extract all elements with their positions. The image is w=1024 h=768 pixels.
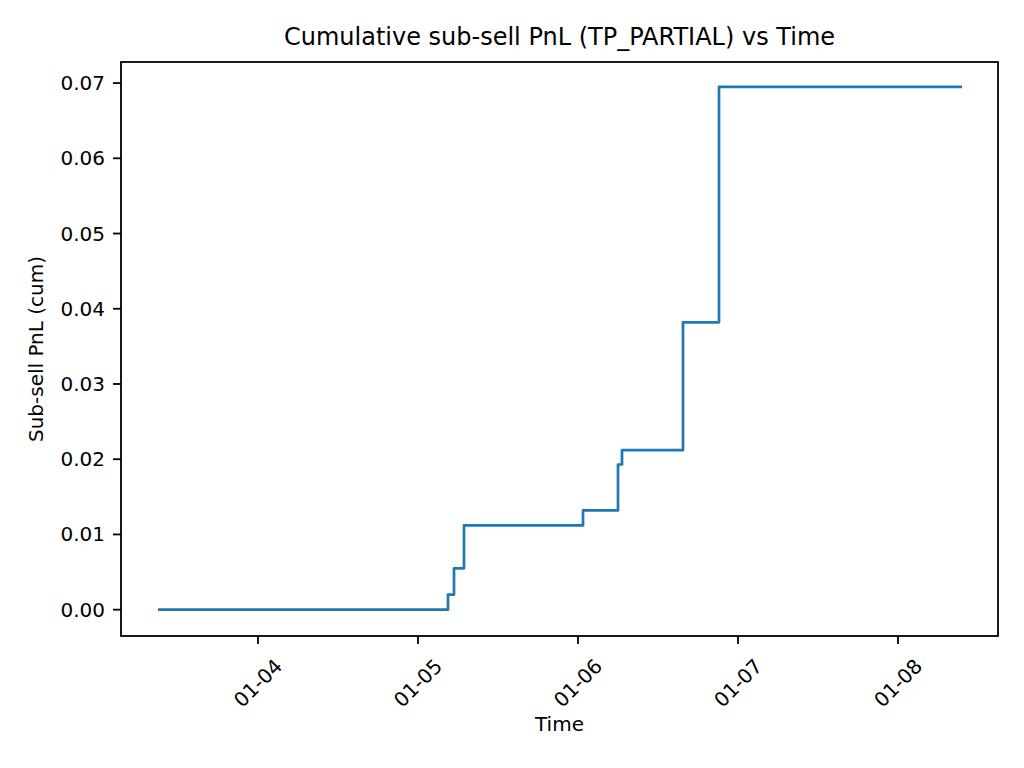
y-tick-label: 0.05	[60, 222, 105, 246]
x-tick-label: 01-06	[549, 654, 607, 712]
plot-area: 01-04 01-05 01-06 01-07 01-08 0.00 0.01 0.02 0.0…	[0, 0, 1024, 768]
y-tick-label: 0.00	[60, 598, 105, 622]
y-tick-label: 0.03	[60, 372, 105, 396]
figure: Cumulative sub-sell PnL (TP_PARTIAL) vs …	[0, 0, 1024, 768]
x-tick-label: 01-07	[709, 654, 767, 712]
axes-frame	[121, 62, 998, 636]
y-tick-label: 0.04	[60, 297, 105, 321]
x-tick-label: 01-05	[389, 654, 447, 712]
x-axis-label: Time	[121, 712, 998, 736]
pnl-step-line	[158, 87, 962, 610]
y-tick-label: 0.06	[60, 146, 105, 170]
y-tick-label: 0.07	[60, 71, 105, 95]
y-tick-label: 0.02	[60, 447, 105, 471]
x-tick-label: 01-04	[229, 654, 287, 712]
x-tick-label: 01-08	[869, 654, 927, 712]
y-tick-label: 0.01	[60, 522, 105, 546]
y-axis-label: Sub-sell PnL (cum)	[24, 256, 48, 442]
